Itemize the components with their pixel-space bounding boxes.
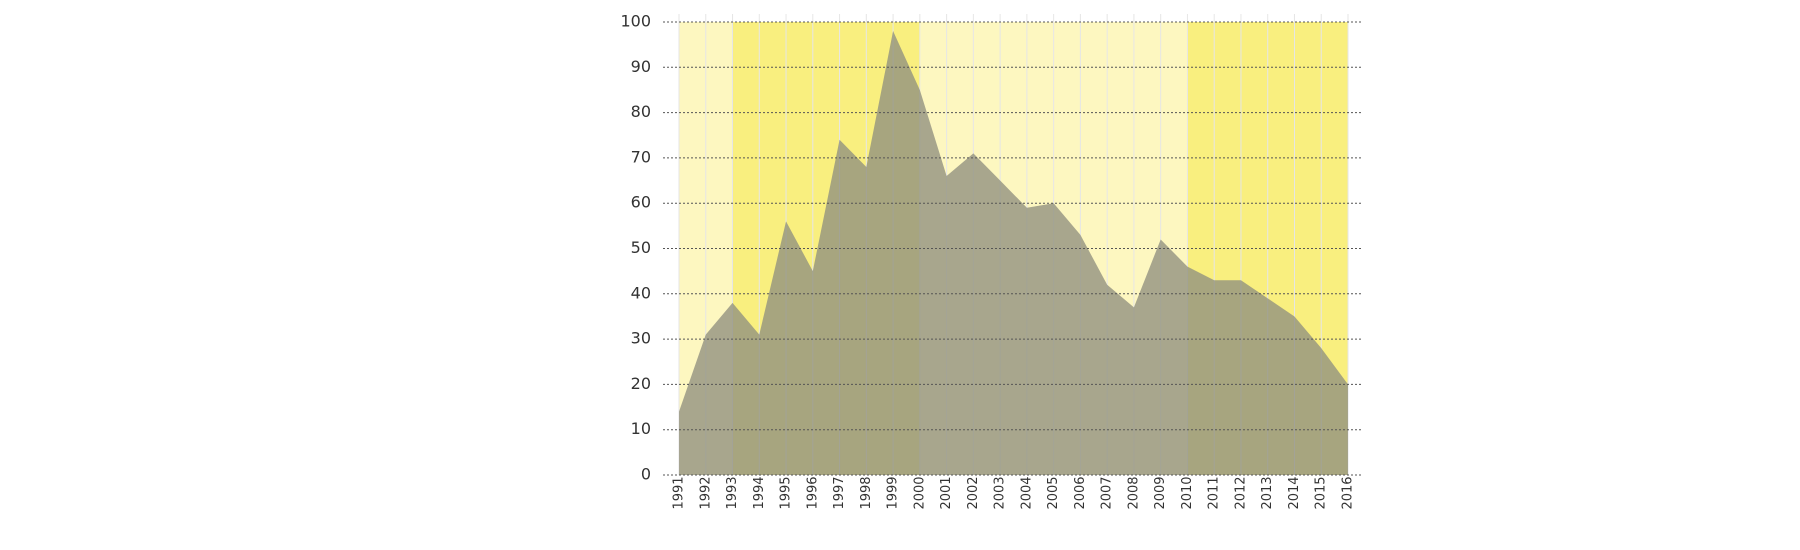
x-tick-label: 1999 [886,476,901,509]
x-tick-label: 2006 [1073,476,1088,509]
y-tick-label: 90 [631,57,651,76]
x-tick-label: 1997 [832,476,847,509]
x-tick-label: 1991 [672,476,687,509]
y-tick-label: 20 [631,374,651,393]
series-area-0 [679,31,1348,476]
x-tick-label: 2008 [1126,476,1141,509]
x-tick-label: 1993 [725,476,740,509]
x-tick-label: 1995 [779,476,794,509]
y-tick-label: 40 [631,283,651,302]
x-tick-label: 1994 [752,476,767,509]
x-tick-label: 2002 [966,476,981,509]
x-tick-label: 2000 [912,476,927,509]
x-tick-label: 2010 [1180,476,1195,509]
x-tick-label: 2015 [1314,476,1329,509]
x-tick-label: 2001 [939,476,954,509]
x-tick-label: 2011 [1207,476,1222,509]
x-tick-label: 1998 [859,476,874,509]
y-tick-label: 70 [631,147,651,166]
x-tick-label: 2012 [1233,476,1248,509]
x-axis-ticks: 1991 1992 1993 1994 1995 1996 1997 1998 1999 2000… [672,476,1356,509]
y-tick-label: 50 [631,238,651,257]
x-tick-label: 2005 [1046,476,1061,509]
x-tick-label: 1992 [698,476,713,509]
x-tick-label: 2007 [1100,476,1115,509]
x-tick-label: 1996 [805,476,820,509]
y-tick-label: 100 [620,12,651,31]
series-area-layer [679,31,1348,476]
y-axis-ticks: 0 10 20 30 40 50 60 70 80 90 100 [620,12,651,484]
y-tick-label: 60 [631,193,651,212]
x-tick-label: 2013 [1260,476,1275,509]
x-tick-label: 2004 [1019,476,1034,509]
y-tick-label: 80 [631,102,651,121]
x-tick-label: 2003 [993,476,1008,509]
x-tick-label: 2014 [1287,476,1302,509]
x-tick-label: 2009 [1153,476,1168,509]
horizontal-gridlines [663,21,1362,476]
x-tick-label: 2016 [1341,476,1356,509]
y-tick-label: 10 [631,419,651,438]
y-tick-label: 0 [641,465,651,484]
y-tick-label: 30 [631,329,651,348]
